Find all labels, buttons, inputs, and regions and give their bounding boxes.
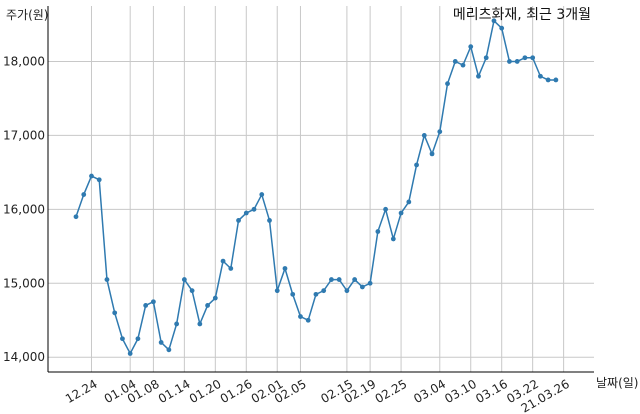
gridlines (48, 6, 594, 372)
x-tick-label: 03.10 (442, 377, 479, 406)
data-point (151, 299, 156, 305)
data-point (251, 206, 257, 212)
data-point (212, 295, 218, 301)
x-tick-label: 02.25 (373, 377, 410, 406)
data-point (429, 151, 435, 157)
price-series-points (73, 18, 559, 356)
data-point (189, 288, 195, 294)
data-point (166, 347, 172, 353)
data-point (437, 129, 443, 135)
data-point (398, 210, 404, 216)
data-point (96, 177, 102, 183)
x-tick-label: 12.24 (63, 377, 100, 406)
data-point (135, 336, 141, 342)
data-point (491, 18, 497, 24)
x-tick-label: 03.04 (411, 377, 448, 406)
price-series-line (75, 19, 556, 356)
data-point (89, 173, 94, 179)
data-point (120, 336, 125, 342)
y-axis-title: 주가(원) (6, 8, 48, 22)
data-point (514, 59, 520, 64)
data-point (174, 321, 180, 327)
data-point (181, 277, 187, 282)
data-point (127, 351, 133, 356)
y-tick-label: 16,000 (3, 202, 45, 216)
data-point (483, 55, 489, 61)
data-point (298, 314, 303, 319)
data-point (545, 77, 551, 83)
y-tick-labels: 14,000 15,000 16,000 17,000 18,000 (3, 54, 45, 364)
data-point (507, 59, 512, 64)
data-point (313, 291, 319, 297)
data-point (104, 277, 110, 282)
data-point (553, 77, 559, 83)
data-point (321, 288, 327, 294)
data-point (220, 258, 226, 264)
data-point (267, 218, 272, 223)
data-point (359, 284, 365, 290)
data-point (290, 291, 296, 297)
data-point (73, 214, 79, 220)
data-point (445, 81, 450, 87)
x-axis-title: 날짜(일) (596, 376, 638, 390)
data-point (344, 288, 350, 294)
data-point (236, 218, 241, 223)
y-tick-label: 17,000 (3, 128, 45, 142)
data-point (383, 206, 388, 212)
data-point (158, 340, 164, 345)
data-point (375, 229, 381, 234)
data-point (259, 192, 265, 197)
x-tick-label: 03.16 (473, 377, 510, 406)
data-point (112, 310, 118, 316)
data-point (81, 192, 87, 197)
data-point (452, 59, 458, 64)
data-point (282, 266, 288, 271)
data-point (476, 73, 481, 79)
x-tick-label: 01.26 (218, 377, 255, 406)
data-point (228, 266, 234, 271)
data-point (352, 277, 358, 282)
data-point (336, 277, 342, 282)
data-point (274, 288, 280, 294)
x-tick-labels: 12.24 01.0401.0801.1401.2001.2602.0102.05… (63, 377, 572, 414)
y-tick-label: 14,000 (3, 350, 45, 364)
data-point (143, 303, 149, 308)
x-tick-label: 01.14 (156, 377, 193, 406)
data-point (421, 132, 427, 138)
data-point (499, 25, 505, 31)
data-point (329, 277, 334, 282)
data-point (460, 62, 466, 68)
data-point (197, 321, 203, 327)
y-tick-label: 15,000 (3, 276, 45, 290)
data-point (414, 162, 419, 168)
data-point (243, 210, 249, 216)
data-point (406, 199, 412, 205)
y-tick-label: 18,000 (3, 54, 45, 68)
data-point (522, 55, 528, 61)
data-point (530, 55, 536, 61)
data-point (305, 317, 311, 323)
data-point (538, 73, 543, 79)
data-point (205, 303, 210, 308)
x-tick-label: 01.20 (187, 377, 224, 406)
data-point (367, 280, 373, 286)
data-point (390, 236, 396, 242)
chart-title: 메리츠화재, 최근 3개월 (453, 7, 591, 23)
data-point (468, 44, 474, 50)
